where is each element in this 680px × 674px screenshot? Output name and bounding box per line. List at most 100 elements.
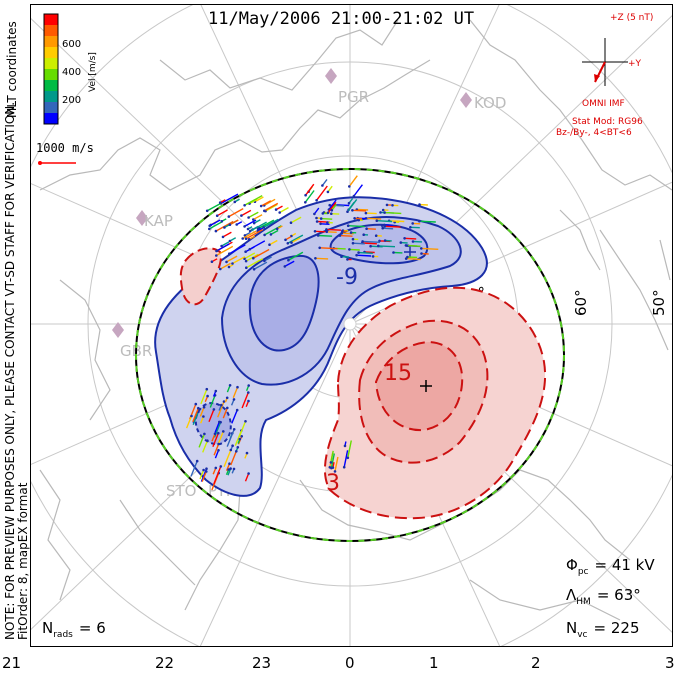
velocity-colorbar: 600 400 200 Vel [m/s] [43,13,98,125]
velocity-vector-origin [228,239,232,243]
velocity-vector [220,193,239,205]
velocity-vector-origin [313,230,317,233]
velocity-vector-origin [381,226,385,230]
velocity-vector-origin [236,446,240,449]
velocity-vector [252,248,270,259]
velocity-vector [287,234,304,244]
colorbar-tick-600: 600 [62,39,81,50]
velocity-vector [334,456,339,472]
velocity-vector-origin [248,247,252,251]
mlt-tick-23: 23 [252,654,271,672]
velocity-vector-origin [220,220,224,223]
velocity-vector [365,212,377,215]
colorbar-swatch [44,91,58,103]
velocity-vector-origin [381,208,385,212]
velocity-vector [242,230,257,240]
mlt-tick-3: 3 [665,654,675,672]
velocity-vector-origin [213,432,217,436]
velocity-vector-origin [247,216,250,219]
contour-labels: -9 15 3 [326,265,412,496]
velocity-vector-origin [418,219,421,223]
velocity-vector-origin [233,200,237,204]
velocity-vector [352,209,367,212]
velocity-vector-origin [391,204,394,207]
velocity-vector-origin [318,246,322,250]
velocity-vector-origin [231,262,234,265]
velocity-vector [208,220,224,230]
velocity-vector-origin [212,408,216,411]
velocity-vector-origin [227,265,231,269]
imf-vector-head [594,74,600,82]
velocity-vector [254,196,264,203]
velocity-vector [214,450,220,459]
velocity-vector [249,221,267,232]
velocity-vector-origin [219,267,222,271]
velocity-vector-origin [205,209,209,213]
fit-order-note: FitOrder: 8, mapEX format [16,482,30,640]
velocity-vector [249,240,266,250]
stat-vector-count: Nvc = 225 [566,619,639,640]
velocity-vector-origin [392,251,395,254]
velocity-vector-origin [330,212,333,215]
velocity-vector [206,202,222,212]
colorbar-outline [43,13,59,125]
velocity-vector [318,234,333,237]
velocity-vector-origin [203,432,206,436]
velocity-vector [192,407,199,423]
velocity-vector-origin [341,229,344,233]
velocity-vector-origin [208,224,211,228]
imf-z-label: +Z (5 nT) [610,13,653,23]
stat-radar-count: Nrads = 6 [42,619,106,640]
velocity-vector-origin [383,225,387,228]
velocity-vector-origin [326,190,330,194]
velocity-vector [199,406,205,417]
velocity-vector-origin [304,193,307,197]
negative-inner-contour [248,254,320,352]
velocity-vector [211,433,216,442]
velocity-vector-origin [379,211,382,214]
velocity-vector-origin [202,415,205,418]
velocity-vector [343,450,349,468]
velocity-vector [304,190,315,203]
velocity-vector-origin [232,467,236,471]
velocity-vector-origin [197,406,200,410]
velocity-vector-origin [263,259,266,263]
velocity-vector-origin [218,420,221,424]
velocity-vector-origin [406,255,409,259]
velocity-vector-origin [418,203,421,206]
velocity-vector [185,415,193,429]
velocity-vector-origin [319,222,322,226]
velocity-vector [226,429,235,447]
velocity-vector-origin [380,224,384,227]
velocity-vector-origin [206,394,209,398]
mlt-tick-1: 1 [429,654,439,672]
velocity-vector-origin [215,254,218,257]
velocity-vector [269,239,278,246]
velocity-vector [339,234,353,237]
velocity-vector-origin [275,227,279,231]
velocity-vector-origin [210,260,214,264]
velocity-vector-origin [287,258,290,262]
contour-label-15: 15 [384,361,412,386]
velocity-vector [319,247,338,250]
scale-vector: 1000 m/s [36,141,94,165]
velocity-vector-origin [371,255,375,258]
velocity-vector [213,443,220,456]
velocity-vector-origin [346,258,349,261]
velocity-vector-origin [244,237,248,240]
velocity-vector [200,388,208,405]
velocity-vector-origin [405,244,409,247]
velocity-vector-origin [325,230,329,234]
velocity-vector-origin [403,237,406,240]
velocity-vector [219,262,231,270]
velocity-vector [406,257,421,261]
velocity-vector-origin [263,233,266,237]
velocity-vector [288,251,304,261]
velocity-vector-origin [347,201,351,205]
contour-label-neg9: -9 [336,265,358,290]
velocity-vector [201,471,207,482]
colorbar-swatch [44,69,58,81]
station-marker-gbr [112,322,124,338]
velocity-vector [356,208,369,211]
